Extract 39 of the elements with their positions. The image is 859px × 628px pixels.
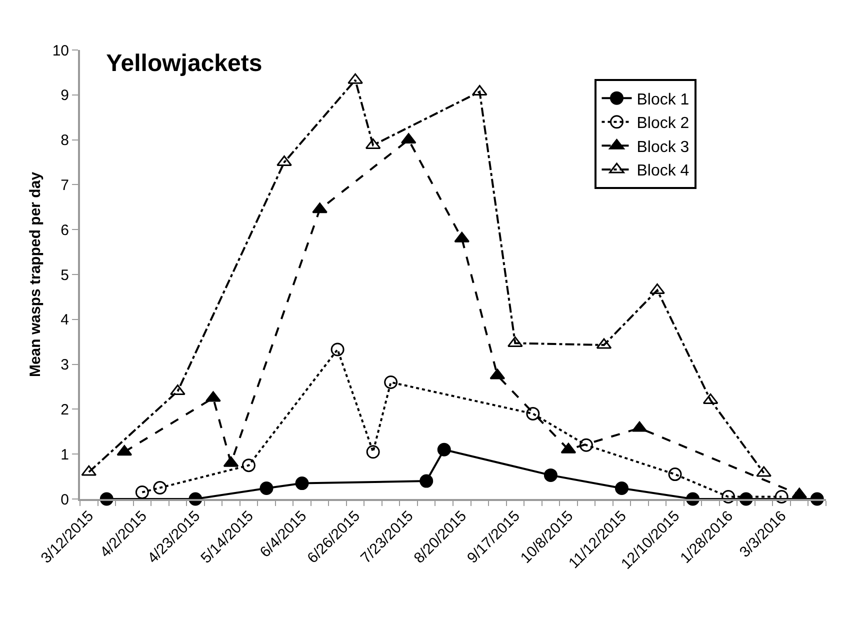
- y-tick-label: 7: [60, 176, 69, 194]
- point: [170, 384, 186, 395]
- point: [614, 481, 628, 495]
- point: [437, 442, 451, 456]
- y-tick-label: 10: [52, 42, 69, 60]
- y-tick-label: 3: [60, 356, 69, 374]
- point: [650, 283, 665, 294]
- y-tick-label: 5: [60, 266, 69, 284]
- point: [153, 481, 167, 495]
- y-tick-label: 6: [60, 222, 69, 239]
- point: [420, 474, 434, 488]
- y-tick-label: 2: [60, 401, 69, 418]
- chart-title: Yellowjackets: [106, 50, 262, 78]
- point: [526, 406, 540, 420]
- point: [579, 438, 593, 452]
- point: [260, 481, 274, 495]
- point: [544, 468, 558, 482]
- point: [348, 73, 363, 84]
- point: [384, 376, 398, 390]
- point: [668, 468, 682, 482]
- y-tick-label: 4: [60, 312, 69, 329]
- legend-label: Block 3: [636, 138, 690, 156]
- point: [295, 476, 309, 490]
- point: [722, 490, 736, 504]
- point: [312, 202, 328, 214]
- y-tick-label: 8: [60, 132, 69, 150]
- point: [366, 445, 380, 459]
- y-tick-label: 0: [60, 491, 69, 508]
- point: [330, 342, 344, 356]
- y-tick-label: 1: [60, 446, 69, 464]
- point: [774, 490, 788, 504]
- point: [242, 458, 256, 472]
- y-tick-label: 9: [60, 87, 69, 104]
- point: [206, 391, 221, 402]
- legend-label: Block 4: [636, 162, 690, 180]
- point: [135, 486, 149, 500]
- legend-label: Block 2: [636, 115, 690, 132]
- legend-label: Block 1: [636, 91, 690, 108]
- y-axis-title: Mean wasps trapped per day: [27, 171, 44, 378]
